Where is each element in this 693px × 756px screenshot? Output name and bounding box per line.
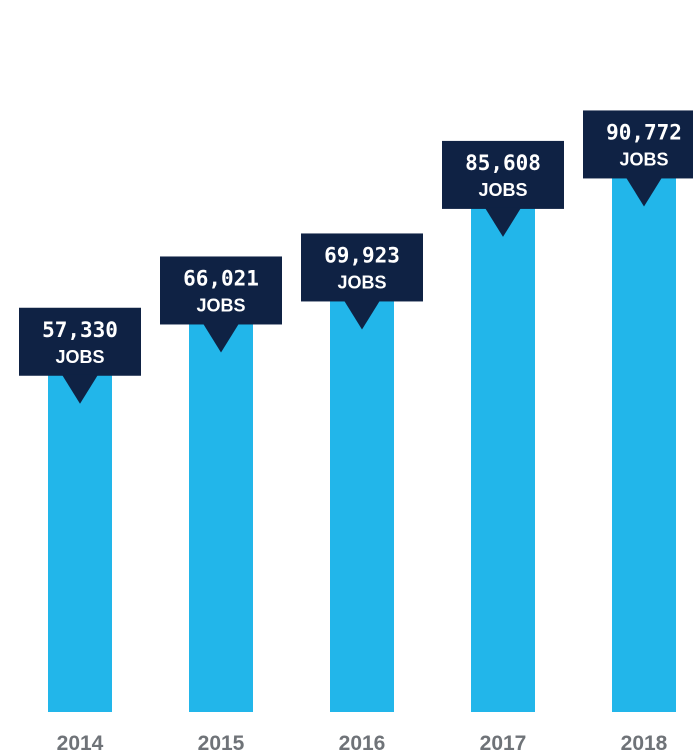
bar-2014 — [48, 373, 112, 712]
value-label-2016: 69,923 — [324, 243, 400, 267]
callout-pointer-2018 — [626, 177, 662, 207]
unit-label-2016: JOBS — [337, 272, 386, 292]
bar-group-2018: 90,772 JOBS 2018 — [583, 110, 693, 755]
x-tick-label-2014: 2014 — [57, 732, 104, 755]
bar-2018 — [612, 176, 676, 713]
x-tick-label-2018: 2018 — [621, 732, 668, 755]
callout-pointer-2016 — [344, 300, 380, 330]
value-label-2014: 57,330 — [42, 318, 118, 342]
callout-box-2014 — [19, 307, 141, 376]
value-label-2018: 90,772 — [606, 120, 682, 144]
callout-box-2016 — [301, 233, 423, 302]
unit-label-2015: JOBS — [196, 295, 245, 315]
bar-2015 — [189, 322, 253, 712]
bar-2016 — [330, 299, 394, 712]
callout-box-2018 — [583, 110, 693, 179]
bar-group-2014: 57,330 JOBS 2014 — [19, 307, 141, 755]
bar-group-2016: 69,923 JOBS 2016 — [301, 233, 423, 755]
unit-label-2018: JOBS — [619, 149, 668, 169]
value-label-2015: 66,021 — [183, 266, 259, 290]
callout-pointer-2017 — [485, 207, 521, 237]
callout-box-2015 — [160, 256, 282, 325]
bar-2017 — [471, 206, 535, 713]
bar-group-2015: 66,021 JOBS 2015 — [160, 256, 282, 755]
x-tick-label-2016: 2016 — [339, 732, 386, 755]
x-tick-label-2017: 2017 — [480, 732, 527, 755]
callout-pointer-2015 — [203, 323, 239, 353]
value-label-2017: 85,608 — [465, 151, 541, 175]
callout-pointer-2014 — [62, 374, 98, 404]
unit-label-2014: JOBS — [55, 347, 104, 367]
bar-group-2017: 85,608 JOBS 2017 — [442, 140, 564, 755]
unit-label-2017: JOBS — [478, 180, 527, 200]
callout-box-2017 — [442, 140, 564, 209]
x-tick-label-2015: 2015 — [198, 732, 245, 755]
